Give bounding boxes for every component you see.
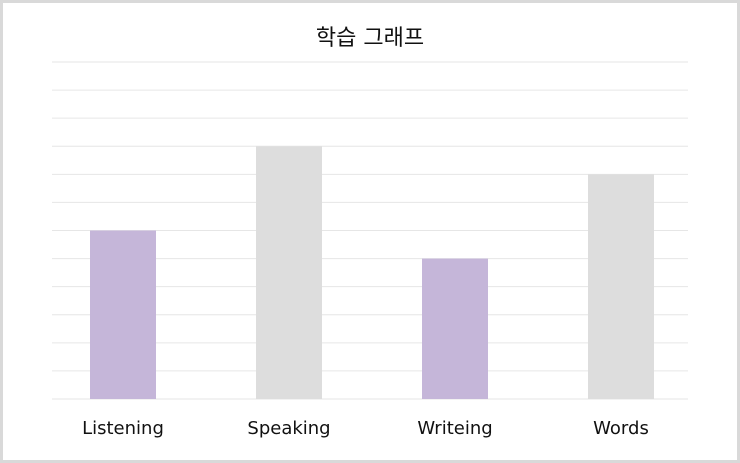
gridlines bbox=[52, 61, 688, 400]
chart-title: 학습 그래프 bbox=[315, 26, 425, 51]
bar-writeing bbox=[422, 258, 488, 399]
x-tick-label: Words bbox=[593, 418, 649, 439]
x-tick-label: Listening bbox=[82, 418, 164, 439]
bars bbox=[90, 146, 654, 399]
x-tick-labels: Listening Speaking Writeing Words bbox=[82, 418, 649, 439]
x-tick-label: Speaking bbox=[247, 418, 330, 439]
x-tick-label: Writeing bbox=[417, 418, 492, 439]
bar-listening bbox=[90, 230, 156, 399]
bar-words bbox=[588, 174, 654, 399]
bar-speaking bbox=[256, 146, 322, 399]
